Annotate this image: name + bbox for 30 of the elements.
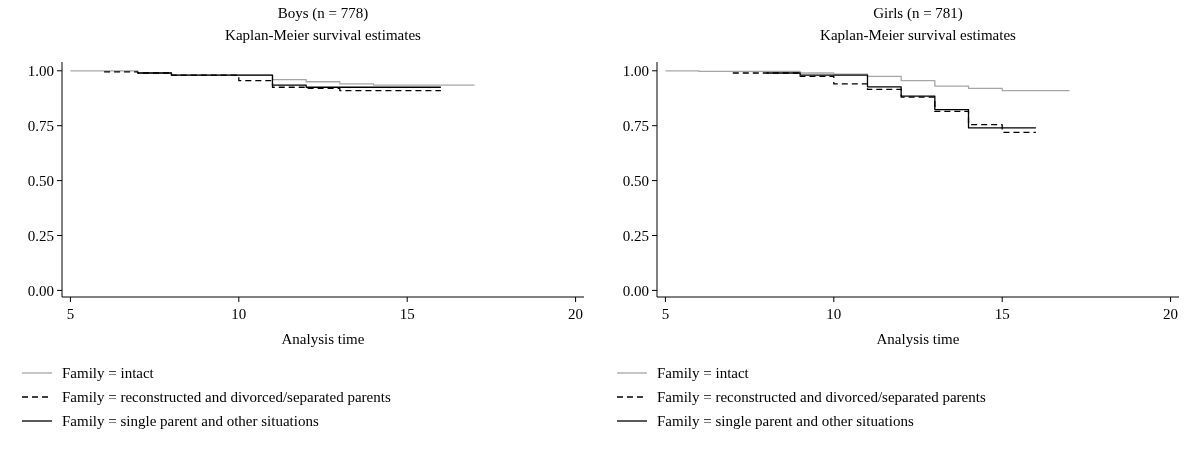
chart-title: Boys (n = 778) — [277, 5, 369, 22]
x-tick-label: 5 — [66, 306, 75, 322]
x-tick-label: 10 — [826, 306, 842, 322]
legend-label: Family = reconstructed and divorced/separated parents — [62, 389, 391, 406]
x-tick-label: 5 — [661, 306, 670, 322]
x-axis-title: Analysis time — [281, 331, 365, 347]
x-tick-label: 15 — [994, 306, 1010, 322]
y-tick-label: 0.25 — [622, 227, 649, 244]
y-tick-label: 0.50 — [622, 172, 649, 189]
y-tick-label: 0.75 — [27, 117, 54, 134]
x-tick-label: 20 — [568, 306, 584, 322]
x-tick-label: 20 — [1163, 306, 1179, 322]
y-tick-label: 1.00 — [622, 63, 649, 80]
legend-label: Family = reconstructed and divorced/separated parents — [657, 389, 986, 406]
x-axis-title: Analysis time — [876, 331, 960, 347]
y-tick-label: 0.25 — [27, 227, 54, 244]
chart-title: Girls (n = 781) — [873, 5, 963, 22]
y-tick-label: 0.50 — [27, 172, 54, 189]
y-tick-label: 0.75 — [622, 117, 649, 134]
chart-subtitle: Kaplan-Meier survival estimates — [225, 27, 422, 43]
legend-label: Family = single parent and other situations — [657, 413, 914, 430]
chart-subtitle: Kaplan-Meier survival estimates — [820, 27, 1017, 43]
legend-label: Family = intact — [62, 365, 155, 382]
y-tick-label: 1.00 — [27, 63, 54, 80]
y-tick-label: 0.00 — [622, 282, 649, 299]
x-tick-label: 15 — [399, 306, 415, 322]
legend-label: Family = intact — [657, 365, 750, 382]
x-tick-label: 10 — [231, 306, 247, 322]
y-tick-label: 0.00 — [27, 282, 54, 299]
legend-label: Family = single parent and other situations — [62, 413, 319, 430]
